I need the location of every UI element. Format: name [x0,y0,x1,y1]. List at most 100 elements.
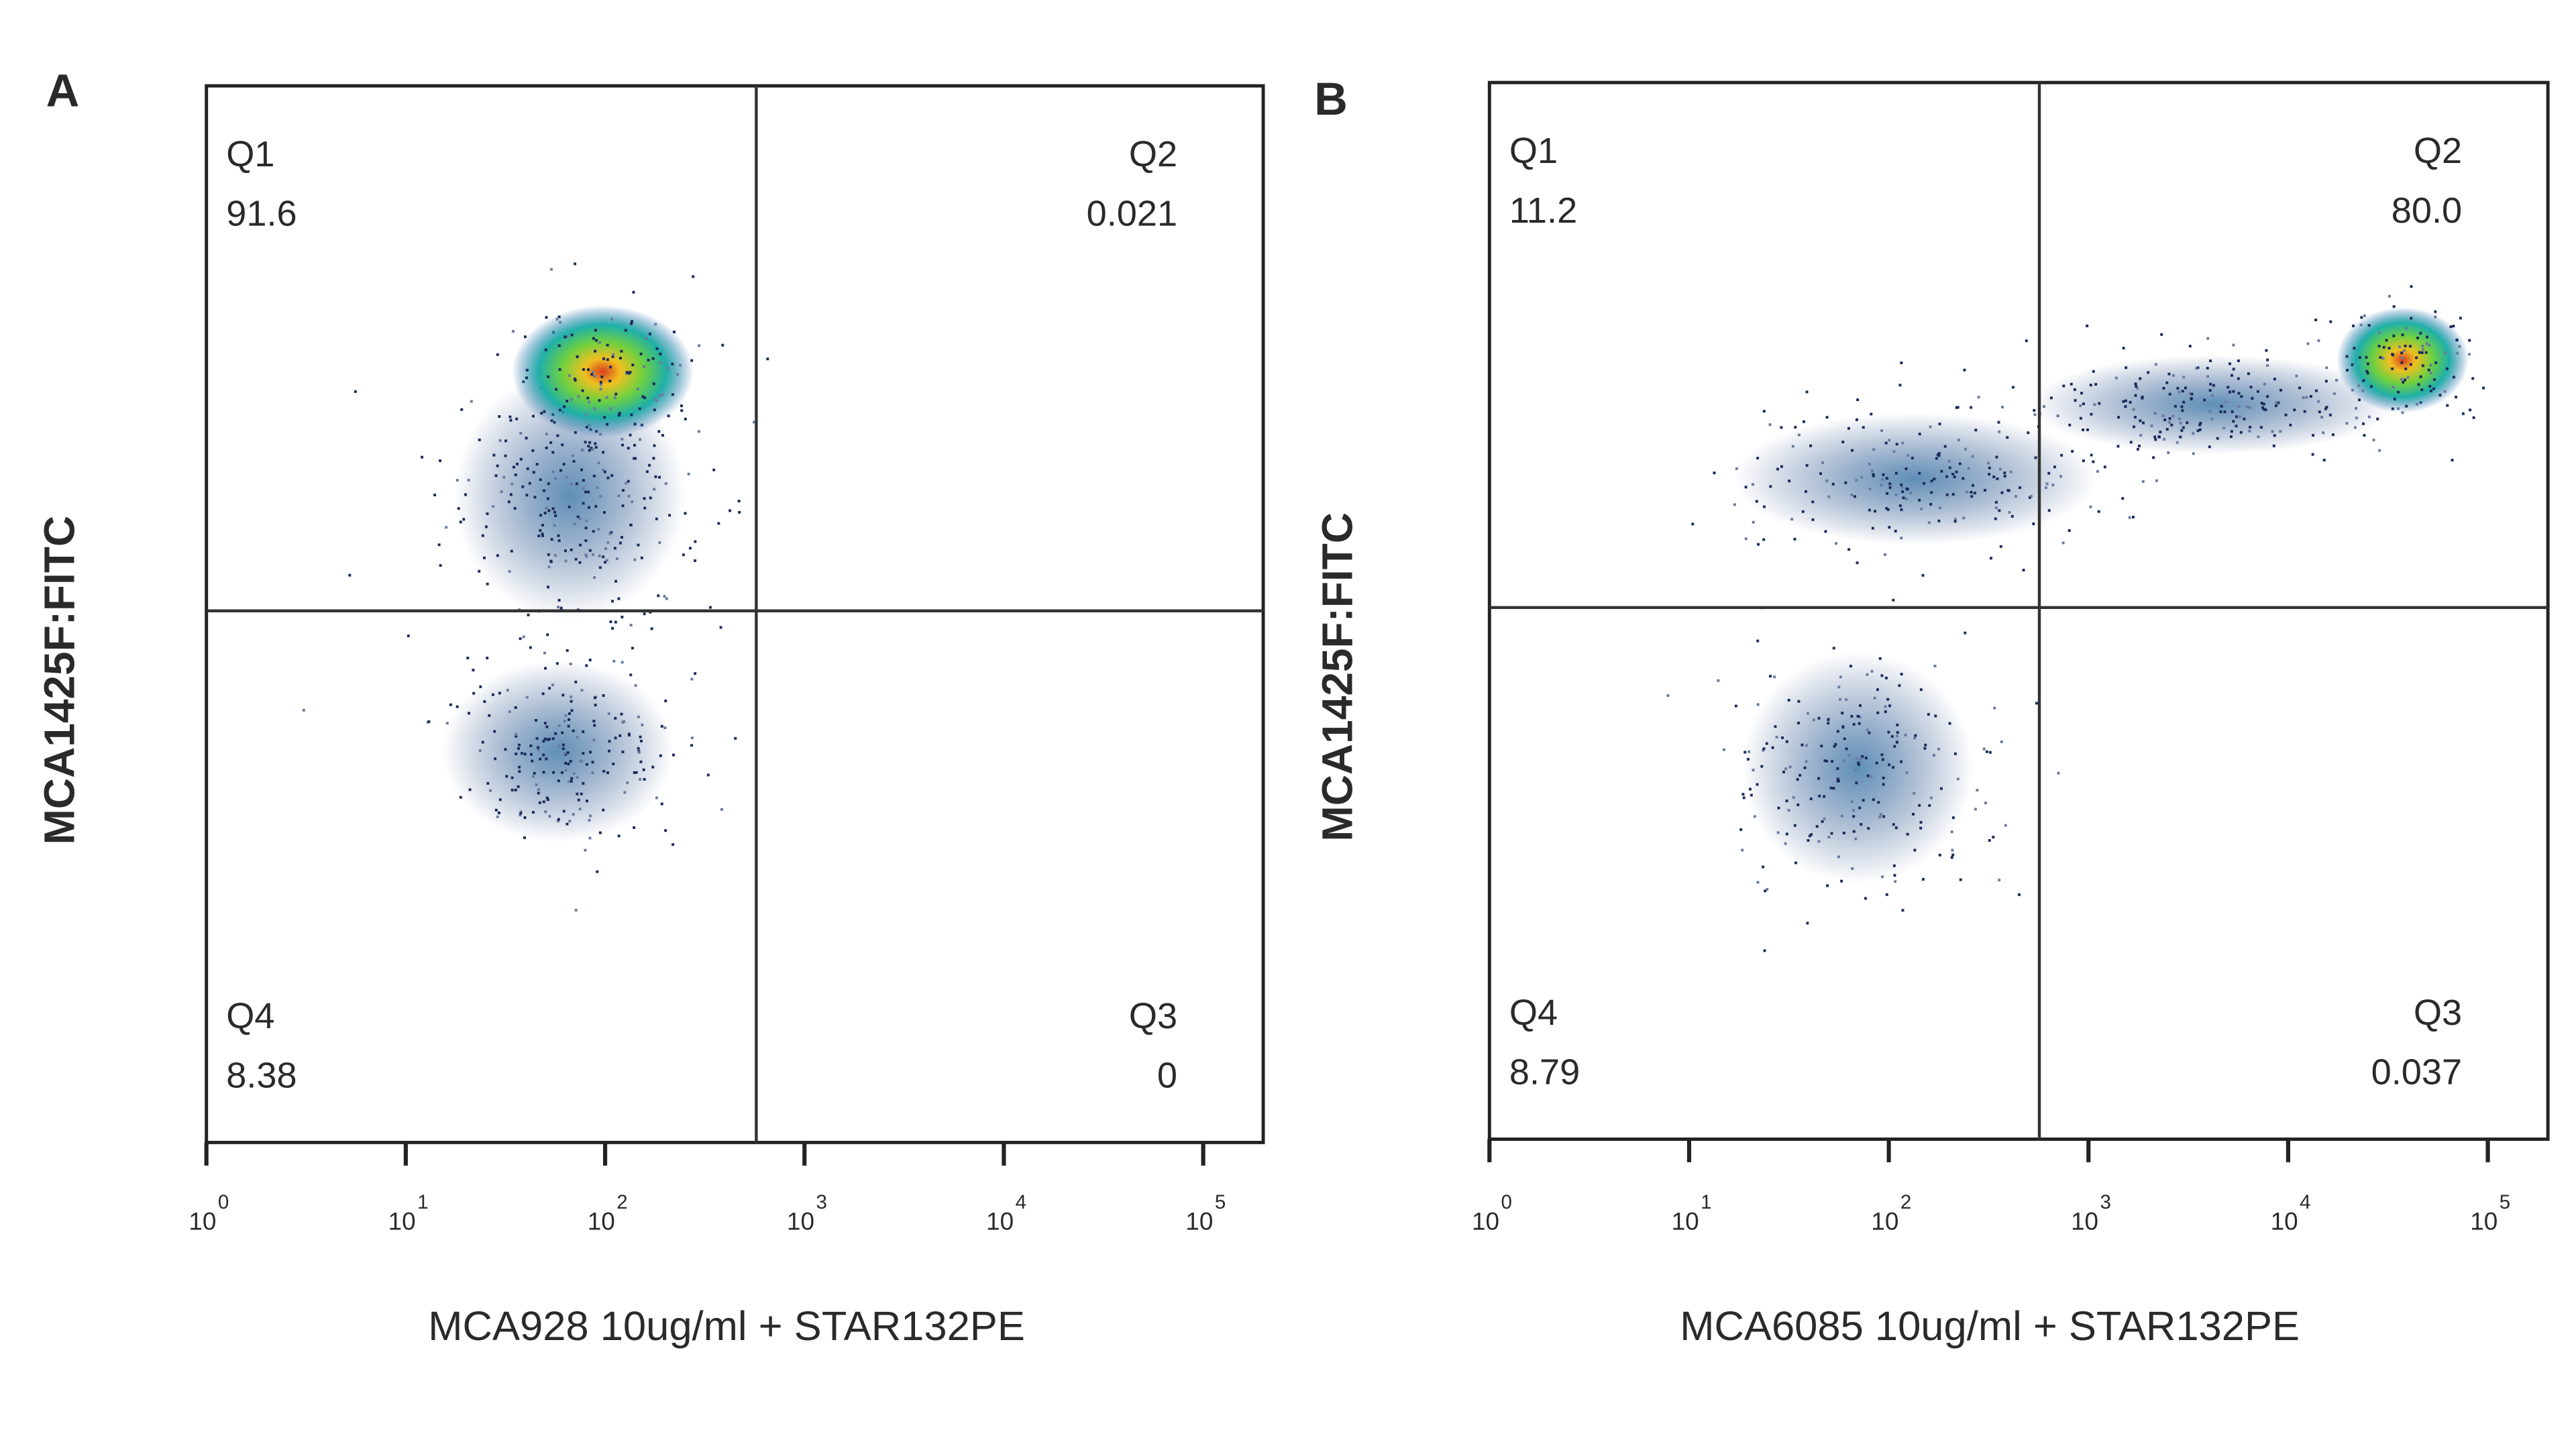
event-dot [1809,797,1813,801]
event-dot [498,692,501,695]
event-dot [1781,736,1784,739]
event-dot [1832,787,1835,790]
event-dot [1970,495,1974,498]
event-dot [2459,317,2462,320]
event-dot [1851,867,1854,870]
event-dot [1904,733,1907,736]
event-dot [1956,406,1960,409]
event-dot [551,507,555,510]
x-tick-power: 4 [2300,1191,2310,1213]
event-dot [2353,426,2357,429]
event-dot [570,333,574,337]
event-dot [619,734,622,737]
event-dot [513,465,515,469]
event-dot [1884,710,1887,714]
event-dot [2018,893,2021,896]
event-dot [506,689,509,692]
x-tick-power: 4 [1016,1191,1026,1213]
event-dot [1777,806,1780,810]
event-dot [1856,398,1860,401]
event-dot [576,776,579,779]
event-dot [510,549,513,553]
event-dot [553,524,556,527]
event-dot [655,796,658,799]
event-dot [634,457,637,460]
event-dot [2074,399,2077,402]
event-dot [2449,325,2453,329]
event-dot [633,558,637,561]
event-dot [1868,731,1871,734]
event-dot [1927,521,1931,524]
event-dot [2382,345,2385,349]
event-dot [2322,458,2326,461]
event-dot [592,553,594,557]
event-dot [1857,714,1860,718]
event-dot [2402,380,2405,384]
event-dot [543,410,546,413]
event-dot [2237,404,2241,408]
event-dot [1856,561,1859,565]
quadrant-percent: 80.0 [2392,190,2462,231]
event-dot [602,451,605,454]
event-dot [2421,364,2424,368]
event-dot [652,457,655,460]
event-dot [690,744,694,747]
event-dot [2415,402,2418,406]
event-dot [2345,355,2349,358]
event-dot [1791,445,1794,448]
event-dot [614,620,617,624]
event-dot [1832,647,1835,650]
event-dot [2196,366,2200,370]
density-cloud [512,305,694,438]
event-dot [513,506,517,510]
event-dot [2303,410,2306,413]
event-dot [587,368,590,372]
event-dot [1892,766,1895,769]
event-dot [1892,450,1896,453]
event-dot [1888,763,1891,767]
event-dot [2098,402,2101,405]
event-dot [525,494,529,497]
event-dot [1898,384,1902,387]
event-dot [636,387,639,390]
event-dot [1965,490,1968,494]
event-dot [1823,759,1827,763]
event-dot [617,834,621,838]
event-dot [2372,439,2375,441]
event-dot [557,724,561,728]
event-dot [649,496,652,500]
event-dot [525,376,528,380]
event-dot [1762,749,1765,752]
quadrant-name: Q4 [1509,993,1558,1033]
event-dot [2346,368,2349,372]
event-dot [1959,878,1962,881]
event-dot [564,559,568,563]
event-dot [1788,480,1791,483]
event-dot [1878,816,1882,819]
event-dot [566,822,569,826]
event-dot [603,416,606,419]
event-dot [1857,763,1860,766]
event-dot [2274,404,2277,407]
event-dot [1881,478,1884,481]
event-dot [486,657,489,660]
event-dot [1820,744,1823,748]
event-dot [500,490,503,494]
event-dot [1950,856,1953,859]
event-dot [545,725,549,728]
event-dot [532,414,535,418]
event-dot [2125,366,2128,370]
event-dot [1780,465,1783,468]
event-dot [1825,479,1829,482]
event-dot [2426,335,2428,339]
event-dot [1997,421,2000,424]
event-dot [2103,465,2106,469]
event-dot [2131,516,2135,519]
event-dot [608,380,612,383]
event-dot [690,677,694,681]
event-dot [1771,746,1774,749]
event-dot [614,716,617,720]
event-dot [2209,360,2212,362]
quadrant-name: Q4 [226,996,274,1036]
event-dot [1757,543,1760,546]
